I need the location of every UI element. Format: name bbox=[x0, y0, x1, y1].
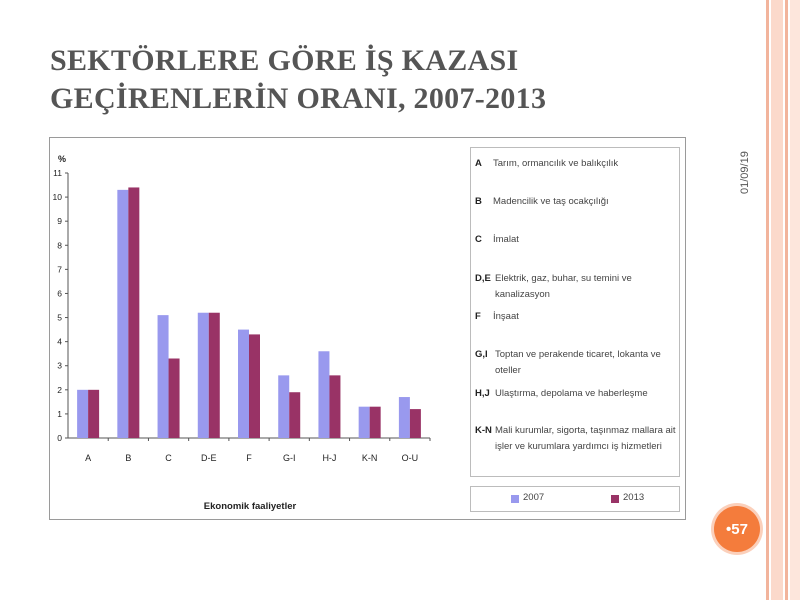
y-tick-label: 4 bbox=[57, 337, 62, 347]
y-tick-label: 8 bbox=[57, 240, 62, 250]
legend-item-text: Tarım, ormancılık ve balıkçılık bbox=[493, 158, 619, 169]
legend-item-text: İnşaat bbox=[493, 311, 519, 322]
y-axis-label: % bbox=[58, 154, 66, 164]
decor-stripe bbox=[785, 0, 788, 600]
legend-swatch-2013 bbox=[611, 495, 619, 503]
x-axis-label: Ekonomik faaliyetler bbox=[204, 501, 297, 512]
x-tick-label: A bbox=[85, 453, 91, 463]
legend-item-text: İmalat bbox=[493, 234, 519, 245]
bar-2013-a bbox=[88, 389, 100, 438]
x-tick-label: B bbox=[125, 453, 131, 463]
x-tick-label: F bbox=[246, 453, 252, 463]
bar-2007-f bbox=[238, 329, 249, 438]
series-legend: 2007 2013 bbox=[470, 486, 680, 512]
bar-2007-k-n bbox=[358, 406, 370, 438]
legend-item-code: H,J bbox=[475, 388, 490, 399]
legend-swatch-2007 bbox=[511, 495, 519, 503]
legend-item-code: F bbox=[475, 311, 481, 322]
legend-item-text: Madencilik ve taş ocakçılığı bbox=[493, 196, 609, 207]
bar-2013-c bbox=[168, 358, 180, 438]
page-number-badge: •57 bbox=[714, 506, 760, 552]
slide-title-line-2: GEÇİRENLERİN ORANI, 2007-2013 bbox=[50, 82, 547, 115]
decor-stripe bbox=[790, 0, 800, 600]
bar-2007-c bbox=[157, 315, 169, 438]
legend-label-2007: 2007 bbox=[523, 492, 545, 503]
x-tick-label: D-E bbox=[201, 453, 217, 463]
y-tick-label: 6 bbox=[57, 288, 62, 298]
legend-item-text: Elektrik, gaz, buhar, su temini ve kanal… bbox=[495, 273, 632, 300]
y-tick-label: 5 bbox=[57, 313, 62, 323]
x-tick-label: C bbox=[165, 453, 172, 463]
y-tick-label: 2 bbox=[57, 385, 62, 395]
legend-item-code: A bbox=[475, 158, 482, 169]
x-tick-label: H-J bbox=[322, 453, 336, 463]
bar-2007-d-e bbox=[197, 312, 209, 438]
legend-item-text: Mali kurumlar, sigorta, taşınmaz mallara… bbox=[495, 425, 676, 452]
legend-item-code: G,I bbox=[475, 349, 488, 360]
y-tick-label: 11 bbox=[53, 168, 62, 178]
legend-item-text: Ulaştırma, depolama ve haberleşme bbox=[495, 388, 648, 399]
bar-2013-o-u bbox=[409, 409, 421, 438]
x-tick-label: K-N bbox=[362, 453, 378, 463]
bar-2013-h-j bbox=[329, 375, 341, 438]
x-tick-label: O-U bbox=[402, 453, 419, 463]
bar-2007-b bbox=[117, 189, 129, 438]
slide-title: SEKTÖRLERE GÖRE İŞ KAZASI GEÇİRENLERİN O… bbox=[50, 42, 750, 118]
bar-2013-k-n bbox=[369, 406, 381, 438]
bar-2013-f bbox=[249, 334, 260, 438]
legend-item-text: Toptan ve perakende ticaret, lokanta ve … bbox=[495, 349, 661, 376]
decor-stripe bbox=[771, 0, 783, 600]
bar-2013-g-i bbox=[289, 392, 301, 438]
y-tick-label: 7 bbox=[57, 264, 62, 274]
bar-2013-b bbox=[128, 187, 140, 438]
legend-item-code: K-N bbox=[475, 425, 492, 436]
bar-2007-h-j bbox=[318, 351, 330, 438]
y-tick-label: 10 bbox=[53, 192, 63, 202]
bar-2007-a bbox=[77, 389, 89, 438]
y-tick-label: 3 bbox=[57, 361, 62, 371]
category-legend: A Tarım, ormancılık ve balıkçılık B Madenci… bbox=[470, 147, 680, 477]
legend-item-code: B bbox=[475, 196, 482, 207]
slide-title-line-1: SEKTÖRLERE GÖRE İŞ KAZASI bbox=[50, 44, 519, 77]
legend-item-code: D,E bbox=[475, 273, 491, 284]
bar-2007-g-i bbox=[278, 375, 290, 438]
y-tick-label: 0 bbox=[57, 433, 62, 443]
legend-item-code: C bbox=[475, 234, 482, 245]
y-tick-label: 9 bbox=[57, 216, 62, 226]
y-tick-label: 1 bbox=[57, 409, 62, 419]
bar-2007-o-u bbox=[398, 397, 410, 438]
decor-stripe bbox=[766, 0, 769, 600]
legend-label-2013: 2013 bbox=[623, 492, 645, 503]
bar-2013-d-e bbox=[208, 312, 220, 438]
x-tick-label: G-I bbox=[283, 453, 296, 463]
